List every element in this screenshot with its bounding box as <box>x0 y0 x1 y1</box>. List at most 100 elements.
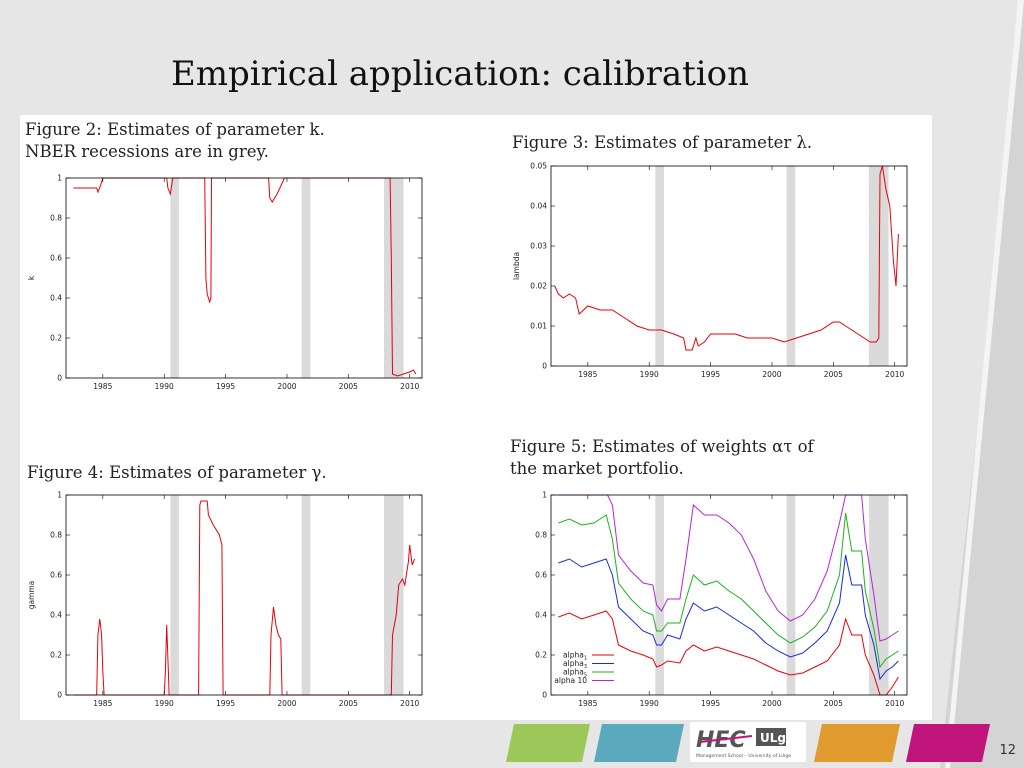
slide-title: Empirical application: calibration <box>170 54 750 94</box>
x-tick-label: 2010 <box>400 699 419 708</box>
fig4-caption: Figure 4: Estimates of parameter γ. <box>27 462 327 484</box>
recession-band <box>786 495 796 695</box>
plot-frame <box>550 494 908 696</box>
x-tick-label: 1985 <box>578 370 597 379</box>
legend-label: alpha 10 <box>554 676 587 685</box>
y-tick-label: 0.4 <box>535 611 547 620</box>
recession-band <box>868 495 889 695</box>
y-axis-label: gamma <box>27 581 36 610</box>
footer-color-bars <box>506 724 990 762</box>
y-tick-label: 1 <box>57 174 62 183</box>
plot-frame <box>550 165 908 367</box>
hec-ulg-logo: HEC ULg Management School – University o… <box>690 722 806 762</box>
y-tick-label: 0.04 <box>530 202 547 211</box>
x-tick-label: 1990 <box>640 370 659 379</box>
plot-frame <box>65 494 423 696</box>
fig5-caption-line1: Figure 5: Estimates of weights ατ of <box>510 437 814 456</box>
page-number: 12 <box>999 743 1016 758</box>
recession-band <box>170 178 179 378</box>
x-tick-label: 1995 <box>701 699 720 708</box>
x-tick-label: 2010 <box>885 699 904 708</box>
y-tick-label: 0.8 <box>50 214 62 223</box>
footer-bar-blue <box>594 724 684 762</box>
recession-band <box>301 495 311 695</box>
legend-label: alpha3 <box>563 659 587 670</box>
logo-badge: ULg <box>760 731 786 745</box>
logo-graphic: HEC ULg Management School – University o… <box>690 722 806 762</box>
x-tick-label: 2000 <box>277 382 296 391</box>
x-tick-label: 2000 <box>762 699 781 708</box>
fig5-caption: Figure 5: Estimates of weights ατ of the… <box>510 436 814 480</box>
fig2-caption-line2: NBER recessions are in grey. <box>25 142 269 161</box>
x-tick-label: 1995 <box>216 699 235 708</box>
x-tick-label: 1990 <box>155 382 174 391</box>
x-tick-label: 1985 <box>93 382 112 391</box>
x-tick-label: 1985 <box>578 699 597 708</box>
series-line <box>558 512 899 669</box>
y-tick-label: 0.05 <box>530 162 547 171</box>
y-tick-label: 0.2 <box>50 334 62 343</box>
fig2-caption-line1: Figure 2: Estimates of parameter k. <box>25 120 325 139</box>
y-tick-label: 0.4 <box>50 294 62 303</box>
y-tick-label: 0.8 <box>50 531 62 540</box>
x-tick-label: 2010 <box>400 382 419 391</box>
footer-bar-green <box>506 724 590 762</box>
footer-bar-magenta <box>906 724 990 762</box>
y-tick-label: 0.4 <box>50 611 62 620</box>
series-line <box>554 165 899 351</box>
series-line <box>558 554 899 681</box>
legend-label: alpha5 <box>563 668 587 679</box>
recession-band <box>383 178 404 378</box>
y-axis-label: k <box>27 275 36 280</box>
chart-gamma: 1985 1990 1995 2000 2005 2010 0 0.2 0.4 0.6 0.8 1 ga… <box>27 491 423 708</box>
series-line <box>558 494 899 642</box>
fig3-caption: Figure 3: Estimates of parameter λ. <box>512 132 812 154</box>
y-tick-label: 0.01 <box>530 322 547 331</box>
y-tick-label: 0.03 <box>530 242 547 251</box>
x-tick-label: 2005 <box>339 699 358 708</box>
x-tick-label: 1985 <box>93 699 112 708</box>
recession-band <box>170 495 179 695</box>
x-tick-label: 1990 <box>155 699 174 708</box>
recession-band <box>868 166 889 366</box>
y-tick-label: 0.2 <box>50 651 62 660</box>
recession-band <box>383 495 404 695</box>
plot-frame <box>65 177 423 379</box>
x-tick-label: 2005 <box>339 382 358 391</box>
y-tick-label: 0 <box>542 362 547 371</box>
logo-tagline: Management School – University of Liège <box>696 752 791 759</box>
chart-alpha: 1985 1990 1995 2000 2005 2010 0 0.2 0.4 0.6 0.8 1 al… <box>535 491 908 708</box>
y-tick-label: 0 <box>57 374 62 383</box>
x-tick-label: 1995 <box>701 370 720 379</box>
series-line <box>73 177 417 377</box>
x-tick-label: 2000 <box>762 370 781 379</box>
x-tick-label: 2000 <box>277 699 296 708</box>
y-tick-label: 0.8 <box>535 531 547 540</box>
y-tick-label: 0 <box>57 691 62 700</box>
y-tick-label: 0 <box>542 691 547 700</box>
series-line <box>73 500 416 696</box>
chart-k: 1985 1990 1995 2000 2005 2010 0 0.2 0.4 0.6 0.8 1 k <box>27 174 423 391</box>
x-tick-label: 2005 <box>824 370 843 379</box>
y-tick-label: 0.6 <box>535 571 547 580</box>
fig5-caption-line2: the market portfolio. <box>510 459 684 478</box>
y-tick-label: 1 <box>57 491 62 500</box>
chart-lambda: 1985 1990 1995 2000 2005 2010 0 0.01 0.02 0.03 0.0… <box>512 162 908 379</box>
legend-label: alpha1 <box>563 651 587 662</box>
y-tick-label: 1 <box>542 491 547 500</box>
y-tick-label: 0.6 <box>50 254 62 263</box>
fig4-caption-line1: Figure 4: Estimates of parameter γ. <box>27 463 327 482</box>
y-tick-label: 0.2 <box>535 651 547 660</box>
recession-band <box>786 166 796 366</box>
x-tick-label: 2010 <box>885 370 904 379</box>
recession-band <box>655 495 664 695</box>
x-tick-label: 2005 <box>824 699 843 708</box>
x-tick-label: 1990 <box>640 699 659 708</box>
footer-bar-orange <box>814 724 900 762</box>
y-tick-label: 0.02 <box>530 282 547 291</box>
series-line <box>558 610 899 696</box>
fig2-caption: Figure 2: Estimates of parameter k. NBER… <box>25 119 325 163</box>
x-tick-label: 1995 <box>216 382 235 391</box>
y-tick-label: 0.6 <box>50 571 62 580</box>
